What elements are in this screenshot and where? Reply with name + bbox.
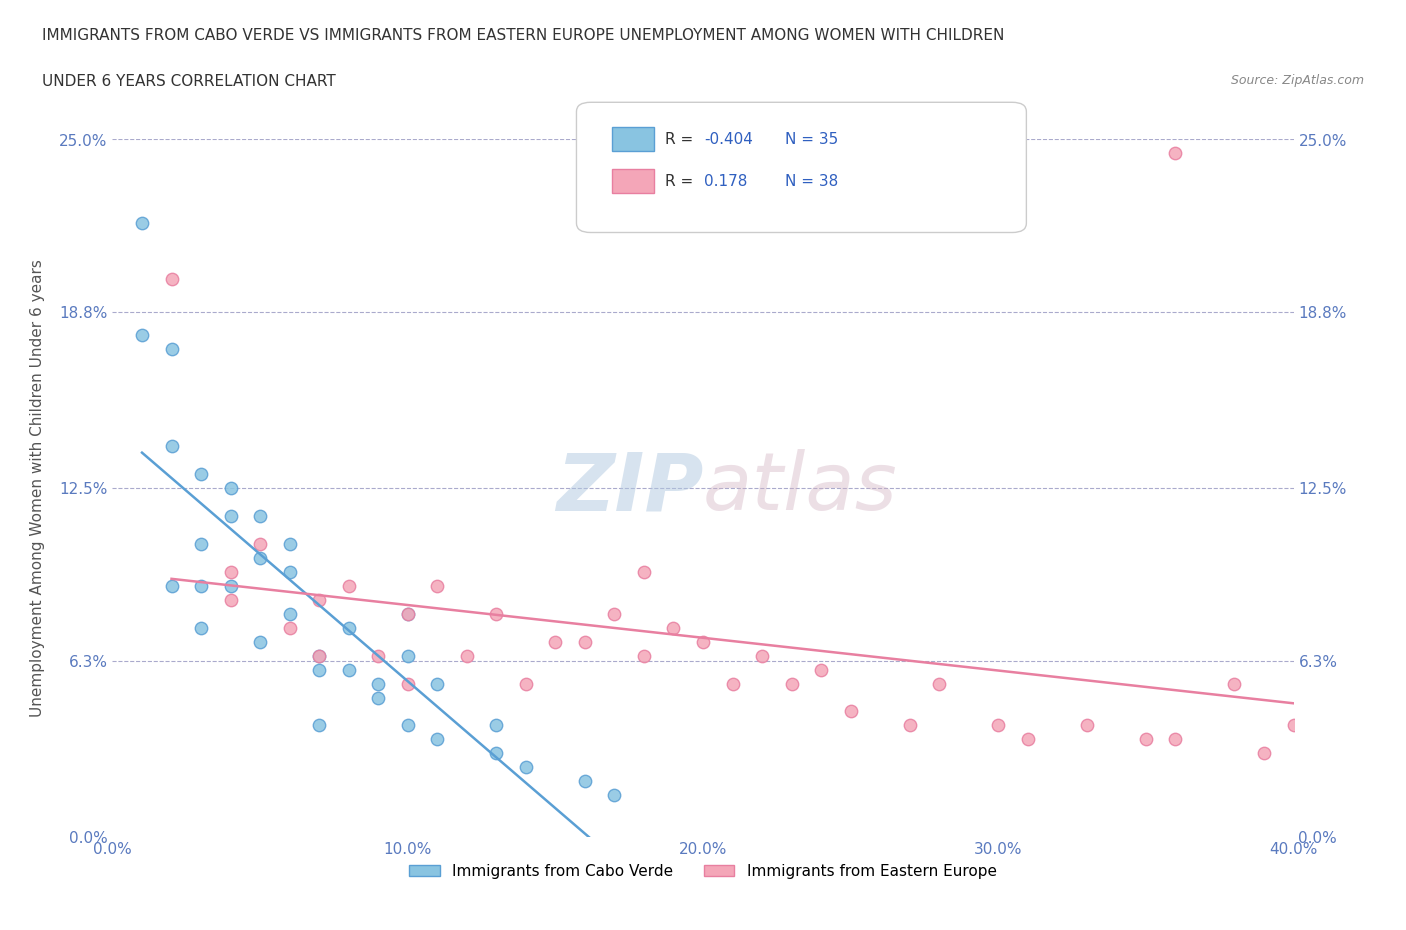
Point <box>1076 718 1098 733</box>
Point <box>426 676 449 691</box>
Point <box>1164 146 1187 161</box>
Point <box>278 537 301 551</box>
Legend: Immigrants from Cabo Verde, Immigrants from Eastern Europe: Immigrants from Cabo Verde, Immigrants f… <box>404 858 1002 885</box>
Point <box>249 509 271 524</box>
Point <box>456 648 478 663</box>
Point <box>751 648 773 663</box>
Point <box>131 216 153 231</box>
Point <box>1282 718 1305 733</box>
Point <box>1253 746 1275 761</box>
Point <box>839 704 862 719</box>
Point <box>219 565 242 579</box>
Point <box>810 662 832 677</box>
Point <box>544 634 567 649</box>
Text: N = 38: N = 38 <box>785 174 838 189</box>
Point <box>249 537 271 551</box>
Point <box>160 578 183 593</box>
Point <box>396 676 419 691</box>
Point <box>987 718 1010 733</box>
Point <box>337 578 360 593</box>
Point <box>190 578 212 593</box>
Text: R =: R = <box>665 174 703 189</box>
Point <box>633 648 655 663</box>
Point <box>160 341 183 356</box>
Point <box>160 439 183 454</box>
Point <box>219 578 242 593</box>
Point <box>160 272 183 286</box>
Point <box>396 606 419 621</box>
Point <box>219 592 242 607</box>
Point <box>692 634 714 649</box>
Point <box>426 732 449 747</box>
Point <box>485 746 508 761</box>
Text: UNDER 6 YEARS CORRELATION CHART: UNDER 6 YEARS CORRELATION CHART <box>42 74 336 89</box>
Point <box>574 634 596 649</box>
Text: atlas: atlas <box>703 449 898 527</box>
Y-axis label: Unemployment Among Women with Children Under 6 years: Unemployment Among Women with Children U… <box>31 259 45 717</box>
Point <box>308 648 330 663</box>
Point <box>396 718 419 733</box>
Point <box>190 620 212 635</box>
Point <box>190 537 212 551</box>
Point <box>515 676 537 691</box>
Text: R =: R = <box>665 132 699 147</box>
Text: 0.178: 0.178 <box>704 174 748 189</box>
Point <box>1017 732 1039 747</box>
Point <box>1135 732 1157 747</box>
Text: Source: ZipAtlas.com: Source: ZipAtlas.com <box>1230 74 1364 87</box>
Point <box>603 788 626 803</box>
Text: N = 35: N = 35 <box>785 132 838 147</box>
Point <box>515 760 537 775</box>
Point <box>721 676 744 691</box>
Point <box>396 648 419 663</box>
Point <box>219 509 242 524</box>
Point <box>426 578 449 593</box>
Point <box>308 592 330 607</box>
Point <box>574 774 596 789</box>
Point <box>249 551 271 565</box>
Point <box>898 718 921 733</box>
Point <box>1164 732 1187 747</box>
Point <box>603 606 626 621</box>
Point <box>367 648 389 663</box>
Point <box>278 565 301 579</box>
Point <box>1223 676 1246 691</box>
Point <box>219 481 242 496</box>
Text: IMMIGRANTS FROM CABO VERDE VS IMMIGRANTS FROM EASTERN EUROPE UNEMPLOYMENT AMONG : IMMIGRANTS FROM CABO VERDE VS IMMIGRANTS… <box>42 28 1004 43</box>
Text: -0.404: -0.404 <box>704 132 754 147</box>
Point <box>367 690 389 705</box>
Point <box>337 620 360 635</box>
Point <box>662 620 685 635</box>
Point <box>308 648 330 663</box>
Point <box>367 676 389 691</box>
Point <box>485 718 508 733</box>
Point <box>190 467 212 482</box>
Point <box>308 718 330 733</box>
Point <box>337 662 360 677</box>
Point <box>928 676 950 691</box>
Point <box>485 606 508 621</box>
Point <box>131 327 153 342</box>
Point <box>633 565 655 579</box>
Text: ZIP: ZIP <box>555 449 703 527</box>
Point <box>308 662 330 677</box>
Point <box>780 676 803 691</box>
Point <box>249 634 271 649</box>
Point <box>278 620 301 635</box>
Point <box>278 606 301 621</box>
Point <box>396 606 419 621</box>
